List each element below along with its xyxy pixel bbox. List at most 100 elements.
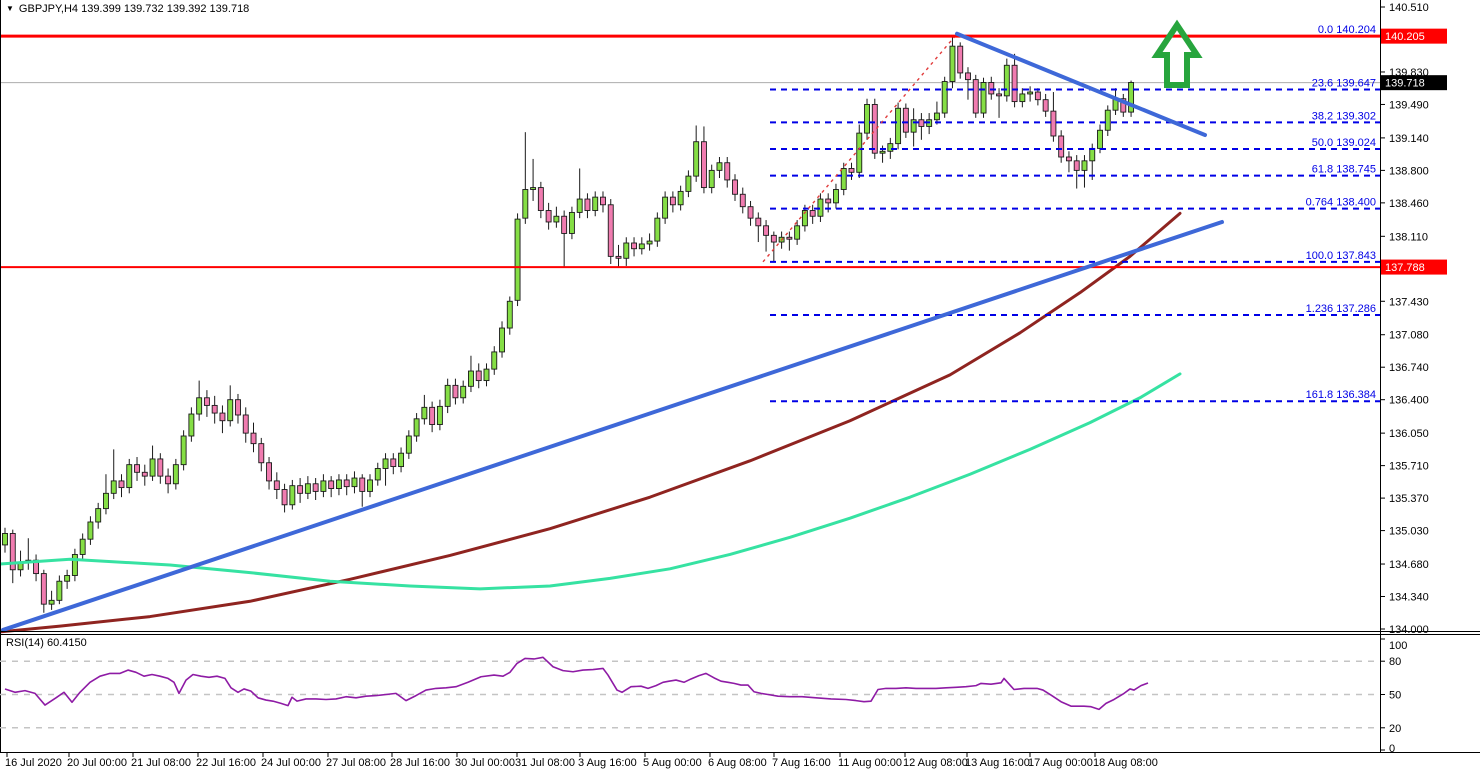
- bull-candle: [64, 575, 71, 582]
- bull-candle: [103, 492, 109, 510]
- price-tick-label: 134.000: [1389, 624, 1429, 636]
- time-tick-label: 30 Jul 00:00: [455, 757, 515, 769]
- bull-candle: [188, 413, 195, 437]
- bear-candle: [848, 168, 855, 173]
- bull-candle: [398, 452, 405, 468]
- bear-candle: [452, 384, 459, 399]
- candlesticks: [2, 35, 1135, 613]
- rsi-tick-label: 0: [1389, 743, 1395, 755]
- descending-resistance-trendline: [955, 31, 1207, 138]
- fib-level-label: 0.0 140.204: [1318, 24, 1376, 36]
- rsi-tick-label: 80: [1389, 656, 1401, 668]
- bull-candle: [654, 217, 661, 242]
- time-tick-label: 24 Jul 00:00: [261, 757, 321, 769]
- bull-candle: [335, 479, 342, 489]
- bull-candle: [126, 464, 133, 489]
- bear-candle: [965, 72, 971, 81]
- bear-candle: [1120, 98, 1127, 113]
- bear-candle: [786, 236, 793, 240]
- bear-candle: [631, 242, 637, 250]
- bear-candle: [281, 489, 288, 506]
- bull-candle: [933, 112, 940, 121]
- time-tick-label: 28 Jul 16:00: [390, 757, 450, 769]
- bull-candle: [833, 189, 839, 204]
- price-tag-red: [1381, 259, 1447, 275]
- bear-candle: [1065, 156, 1072, 162]
- price-tick-label: 135.370: [1389, 493, 1429, 505]
- bear-candle: [343, 479, 350, 488]
- bull-candle: [910, 119, 917, 133]
- price-tag-value: 137.788: [1385, 262, 1425, 274]
- ma-green-line: [0, 372, 1182, 591]
- bear-candle: [561, 215, 568, 234]
- up-arrow-icon: [1151, 19, 1203, 88]
- bear-candle: [972, 79, 979, 114]
- bull-candle: [941, 81, 948, 114]
- bull-candle: [196, 397, 203, 415]
- bull-candle: [304, 483, 311, 494]
- bull-candle: [530, 187, 537, 190]
- bull-candle: [491, 351, 498, 370]
- bull-candle: [180, 435, 187, 466]
- price-tick-label: 136.400: [1389, 395, 1429, 407]
- bull-candle: [949, 45, 956, 82]
- time-tick-label: 18 Aug 08:00: [1093, 757, 1158, 769]
- symbol-label: ▼ GBPJPY,H4 139.399 139.732 139.392 139.…: [6, 3, 249, 15]
- rsi-indicator-label: RSI(14) 60.4150: [6, 637, 87, 649]
- bull-candle: [522, 189, 529, 219]
- rsi-tick-label: 50: [1389, 690, 1401, 702]
- bear-candle: [242, 414, 249, 434]
- bull-candle: [506, 300, 513, 329]
- bull-candle: [856, 132, 863, 173]
- bull-candle: [444, 384, 451, 407]
- bear-candle: [763, 225, 770, 236]
- price-tick-label: 135.710: [1389, 461, 1429, 473]
- bull-candle: [351, 477, 358, 488]
- time-tick-label: 17 Aug 00:00: [1028, 757, 1093, 769]
- time-tick-label: 16 Jul 2020: [5, 757, 62, 769]
- bull-candle: [980, 82, 987, 114]
- bear-candle: [297, 485, 304, 494]
- time-tick-label: 3 Aug 16:00: [578, 757, 637, 769]
- bear-candle: [809, 210, 816, 217]
- bull-candle: [553, 215, 560, 223]
- bear-candle: [258, 443, 265, 464]
- bear-candle: [1050, 110, 1057, 137]
- bear-candle: [988, 82, 995, 95]
- time-tick-label: 12 Aug 08:00: [903, 757, 968, 769]
- price-tag-red: [1381, 28, 1447, 44]
- bull-candle: [693, 141, 700, 177]
- bear-candle: [165, 475, 172, 485]
- price-tag-value: 139.718: [1385, 78, 1425, 90]
- bull-candle: [677, 190, 684, 206]
- bull-candle: [1027, 91, 1034, 95]
- bull-candle: [289, 485, 296, 506]
- bear-candle: [545, 210, 552, 223]
- bear-candle: [724, 162, 731, 181]
- bull-candle: [801, 210, 808, 227]
- bear-candle: [359, 477, 366, 492]
- bear-candle: [312, 483, 319, 492]
- bull-candle: [413, 418, 420, 437]
- rsi-line: [4, 656, 1149, 711]
- fib-level-label: 161.8 136.384: [1306, 389, 1376, 401]
- bear-candle: [134, 464, 140, 473]
- bear-candle: [250, 432, 257, 445]
- time-tick-label: 6 Aug 08:00: [708, 757, 767, 769]
- bull-candle: [646, 240, 653, 245]
- fib-level-label: 1.236 137.286: [1306, 303, 1376, 315]
- time-tick-label: 5 Aug 00:00: [643, 757, 702, 769]
- bull-candle: [638, 243, 645, 250]
- bull-candle: [895, 107, 902, 145]
- bear-candle: [957, 45, 964, 74]
- bear-candle: [871, 104, 878, 154]
- bear-candle: [755, 217, 762, 227]
- bull-candle: [367, 479, 373, 492]
- time-tick-label: 21 Jul 08:00: [131, 757, 191, 769]
- bear-candle: [732, 179, 738, 195]
- bear-candle: [1073, 160, 1080, 171]
- bear-candle: [203, 397, 210, 406]
- chevron-down-icon[interactable]: ▼: [6, 4, 14, 13]
- bear-candle: [1011, 64, 1018, 103]
